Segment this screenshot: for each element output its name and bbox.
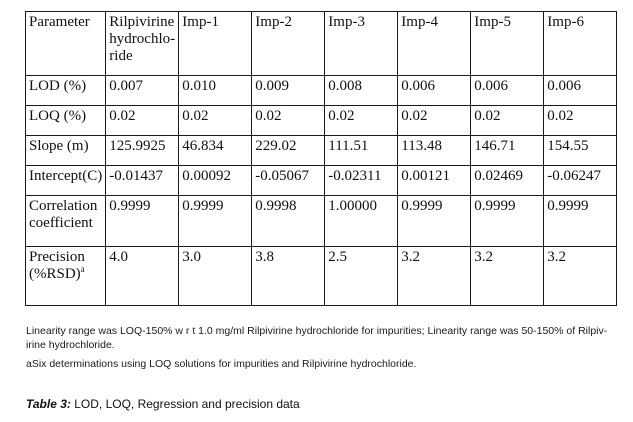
row-label-cell: Precision (%RSD)a: [24, 246, 107, 306]
caption-label: Table 3:: [26, 397, 71, 411]
cell-text: Imp-4: [401, 14, 438, 30]
value-cell: 3.2: [470, 246, 545, 306]
value-cell: 0.02: [178, 105, 253, 136]
value-cell: 0.9999: [470, 195, 545, 247]
row-label-cell: Slope (m): [24, 135, 107, 166]
value-cell: 0.02: [324, 105, 399, 136]
value-cell: 0.006: [470, 75, 545, 106]
value-cell: 125.9925: [105, 135, 180, 166]
header-cell-parameter: Parameter: [24, 11, 107, 76]
cell-text: (%RSD): [29, 266, 81, 282]
header-cell: Imp-4: [397, 11, 472, 76]
value-cell: 0.9999: [105, 195, 180, 247]
cell-text: Imp-3: [328, 14, 365, 30]
value-cell: -0.05067: [251, 165, 326, 196]
table-row: Intercept(C) -0.01437 0.00092 -0.05067 -0.02…: [24, 165, 618, 196]
value-cell: 0.007: [105, 75, 180, 106]
value-cell: 0.9999: [543, 195, 618, 247]
value-cell: 0.02: [543, 105, 618, 136]
cell-text: Imp-6: [547, 14, 584, 30]
cell-text: coefficient: [29, 215, 93, 231]
row-label-cell: Intercept(C): [24, 165, 107, 196]
footnote-linearity-continued: irine hydrochloride.: [26, 339, 115, 351]
data-table: Parameter Rilpivirine hydrochlo-ride Imp-1 I…: [24, 11, 618, 306]
cell-text: Rilpivirine: [109, 14, 175, 30]
value-cell: 46.834: [178, 135, 253, 166]
value-cell: 3.8: [251, 246, 326, 306]
table-row: Slope (m) 125.9925 46.834 229.02 111.51 113.4…: [24, 135, 618, 166]
row-label-cell: LOQ (%): [24, 105, 107, 136]
cell-text: hydrochlo-: [109, 31, 176, 47]
cell-text: Imp-2: [255, 14, 292, 30]
cell-text: Slope (m): [29, 138, 89, 154]
cell-text: Imp-1: [182, 14, 219, 30]
value-cell: -0.02311: [324, 165, 399, 196]
header-cell: Imp-6: [543, 11, 618, 76]
value-cell: 113.48: [397, 135, 472, 166]
value-cell: 3.2: [397, 246, 472, 306]
table-body: Parameter Rilpivirine hydrochlo-ride Imp-1 I…: [24, 11, 618, 306]
value-cell: -0.01437: [105, 165, 180, 196]
footnote-six-determinations: aSix determinations using LOQ solutions …: [26, 358, 417, 370]
cell-text: ride: [109, 48, 133, 64]
header-cell: Imp-2: [251, 11, 326, 76]
table-row: Correlation coefficient 0.9999 0.9999 0.9998…: [24, 195, 618, 247]
value-cell: 0.02: [397, 105, 472, 136]
value-cell: 0.006: [543, 75, 618, 106]
superscript-mark: a: [80, 264, 85, 274]
footnote-linearity: Linearity range was LOQ-150% w r t 1.0 m…: [26, 325, 608, 337]
value-cell: 0.009: [251, 75, 326, 106]
value-cell: 3.2: [543, 246, 618, 306]
caption-text: LOD, LOQ, Regression and precision data: [70, 397, 300, 411]
value-cell: 0.9998: [251, 195, 326, 247]
value-cell: 0.010: [178, 75, 253, 106]
value-cell: 0.02: [251, 105, 326, 136]
value-cell: 0.9999: [178, 195, 253, 247]
cell-text: Precision: [29, 249, 85, 265]
value-cell: 4.0: [105, 246, 180, 306]
value-cell: 229.02: [251, 135, 326, 166]
value-cell: 0.006: [397, 75, 472, 106]
header-cell: Imp-5: [470, 11, 545, 76]
table-header-row: Parameter Rilpivirine hydrochlo-ride Imp-1 I…: [24, 11, 618, 76]
header-cell: Rilpivirine hydrochlo-ride: [105, 11, 180, 76]
table-row: Precision (%RSD)a 4.0 3.0 3.8 2.5 3.2 3.2 3.2: [24, 246, 618, 306]
value-cell: 0.02: [105, 105, 180, 136]
value-cell: 2.5: [324, 246, 399, 306]
value-cell: 111.51: [324, 135, 399, 166]
table-caption: Table 3: LOD, LOQ, Regression and precis…: [26, 397, 300, 411]
value-cell: 0.02: [470, 105, 545, 136]
value-cell: 0.9999: [397, 195, 472, 247]
header-cell: Imp-3: [324, 11, 399, 76]
cell-text: Intercept(C): [29, 168, 103, 184]
row-label-cell: LOD (%): [24, 75, 107, 106]
value-cell: 0.00121: [397, 165, 472, 196]
header-cell: Imp-1: [178, 11, 253, 76]
cell-text: Correlation: [29, 198, 98, 214]
value-cell: 0.00092: [178, 165, 253, 196]
cell-text: LOD (%): [29, 78, 87, 94]
value-cell: 0.008: [324, 75, 399, 106]
value-cell: 154.55: [543, 135, 618, 166]
value-cell: 3.0: [178, 246, 253, 306]
table-row: LOD (%) 0.007 0.010 0.009 0.008 0.006 0.006 0.0…: [24, 75, 618, 106]
value-cell: -0.06247: [543, 165, 618, 196]
row-label-cell: Correlation coefficient: [24, 195, 107, 247]
table-row: LOQ (%) 0.02 0.02 0.02 0.02 0.02 0.02 0.02: [24, 105, 618, 136]
value-cell: 1.00000: [324, 195, 399, 247]
cell-text: Imp-5: [474, 14, 511, 30]
cell-text: LOQ (%): [29, 108, 87, 124]
value-cell: 0.02469: [470, 165, 545, 196]
value-cell: 146.71: [470, 135, 545, 166]
